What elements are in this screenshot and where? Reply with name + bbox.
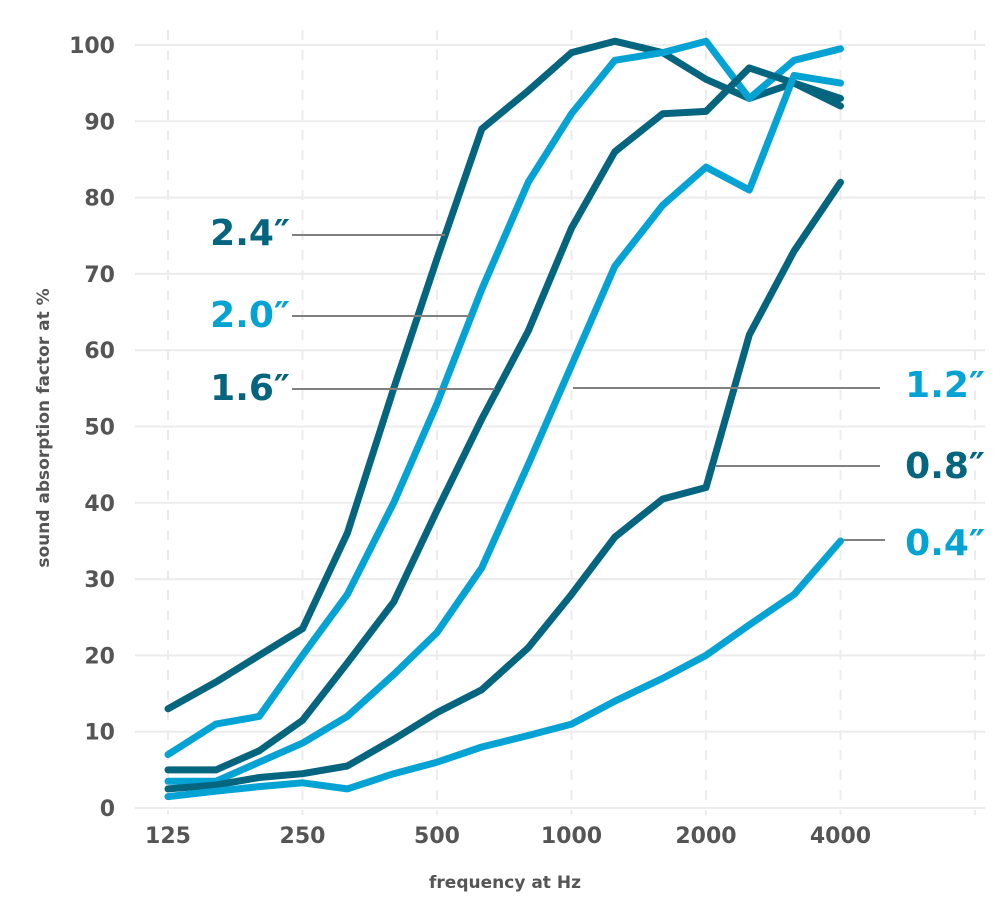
y-tick-label: 100 [69,34,115,59]
series-label: 1.2″ [905,365,985,406]
y-tick-label: 20 [84,644,115,669]
y-axis-label: sound absorption factor at % [34,288,54,567]
series-label: 0.8″ [905,446,985,487]
x-axis-label: frequency at Hz [429,873,581,893]
x-tick-label: 2000 [675,824,736,849]
y-ticks: 0 10 20 30 40 50 60 70 80 90 100 [69,34,115,822]
series-label: 2.0″ [210,295,290,336]
series-line [164,64,844,774]
y-tick-label: 10 [84,721,115,746]
series-line [164,37,844,759]
y-tick-label: 40 [84,492,115,517]
series-label: 0.4″ [905,523,985,564]
series-label: 2.4″ [210,213,290,254]
x-tick-label: 1000 [541,824,602,849]
x-ticks: 125 250 500 1000 2000 4000 [145,824,871,849]
x-tick-label: 500 [414,824,460,849]
y-tick-label: 60 [84,339,115,364]
x-tick-label: 250 [280,824,326,849]
grid [135,30,985,815]
y-tick-label: 80 [84,187,115,212]
y-tick-label: 0 [100,797,115,822]
y-tick-label: 50 [84,416,115,441]
series-line [164,537,844,801]
y-tick-label: 30 [84,568,115,593]
y-tick-label: 70 [84,263,115,288]
series-lines [164,37,844,801]
x-tick-label: 4000 [810,824,871,849]
x-tick-label: 125 [145,824,191,849]
series-label: 1.6″ [210,368,290,409]
series-line [164,72,844,785]
series-line [164,178,844,793]
y-tick-label: 90 [84,110,115,135]
series-labels: 2.4″ 2.0″ 1.6″ 1.2″ 0.8″ 0.4″ [210,213,985,564]
